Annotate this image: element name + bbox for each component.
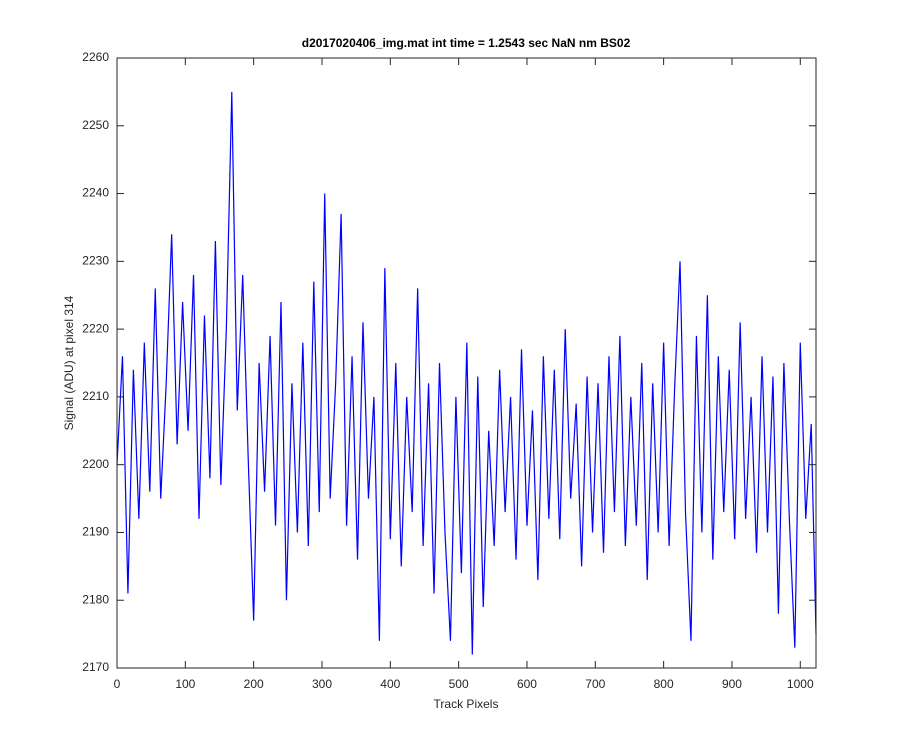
x-tick-label: 400: [380, 677, 400, 691]
y-tick-label: 2230: [82, 254, 109, 268]
x-tick-label: 100: [175, 677, 195, 691]
data-line: [116, 91, 817, 655]
y-tick-label: 2240: [82, 186, 109, 200]
x-tick-label: 0: [114, 677, 121, 691]
y-tick-label: 2250: [82, 118, 109, 132]
x-tick-label: 200: [244, 677, 264, 691]
x-tick-label: 900: [722, 677, 742, 691]
y-tick-label: 2180: [82, 592, 109, 606]
chart-title: d2017020406_img.mat int time = 1.2543 se…: [302, 36, 631, 50]
x-tick-label: 600: [517, 677, 537, 691]
x-tick-label: 700: [585, 677, 605, 691]
y-tick-label: 2170: [82, 660, 109, 674]
x-tick-label: 300: [312, 677, 332, 691]
x-tick-label: 1000: [787, 677, 814, 691]
x-tick-label: 800: [654, 677, 674, 691]
y-tick-label: 2220: [82, 321, 109, 335]
x-tick-label: 500: [449, 677, 469, 691]
x-axis-label: Track Pixels: [434, 697, 499, 711]
y-axis-label: Signal (ADU) at pixel 314: [62, 295, 76, 430]
y-tick-label: 2200: [82, 457, 109, 471]
y-tick-label: 2190: [82, 525, 109, 539]
axes-box: [116, 57, 817, 669]
y-tick-label: 2260: [82, 50, 109, 64]
y-tick-label: 2210: [82, 389, 109, 403]
